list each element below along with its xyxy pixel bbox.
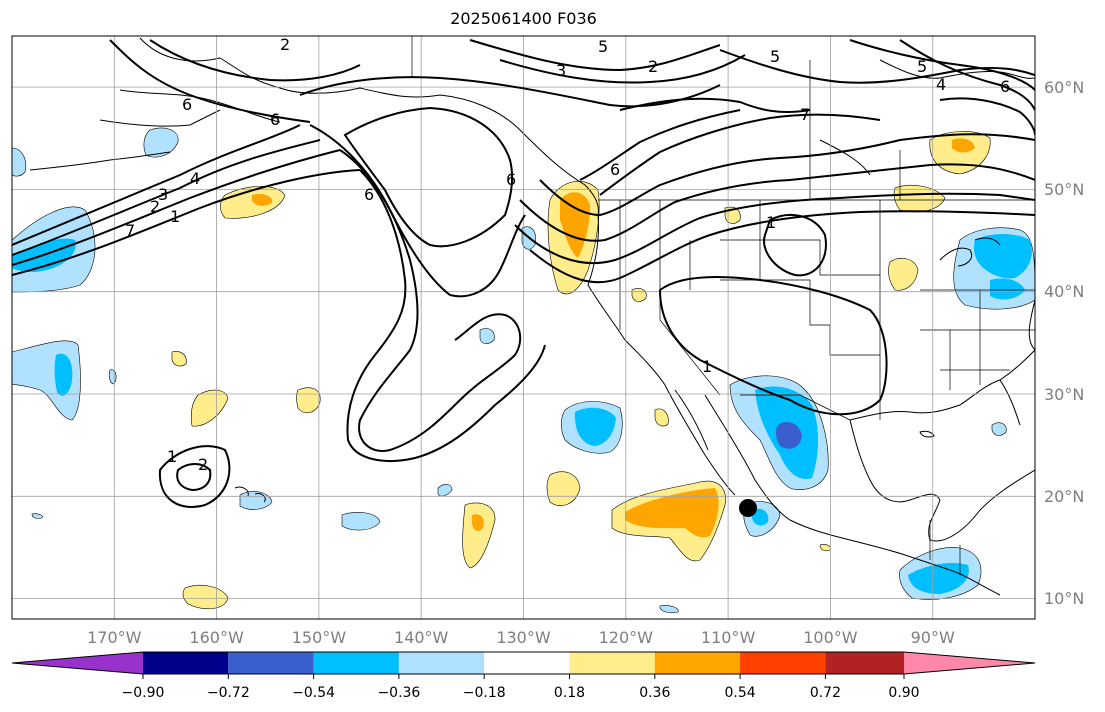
contour-label: 7 [800, 105, 810, 124]
colorbar-extend-max [904, 652, 1035, 674]
contour-label: 6 [610, 160, 620, 179]
political-borders [411, 36, 1035, 575]
lat-tick-label: 40°N [1044, 282, 1084, 301]
contour-label: 2 [280, 35, 290, 54]
gridlines [12, 36, 1035, 619]
lon-tick-label: 100°W [803, 628, 858, 647]
colorbar-bin [484, 652, 570, 674]
colorbar-bin [228, 652, 314, 674]
lon-tick-label: 150°W [292, 628, 347, 647]
contour-label: 6 [270, 110, 280, 129]
colorbar-bin [569, 652, 655, 674]
colorbar-tick-label: 0.36 [639, 685, 670, 701]
contour-label: 3 [556, 61, 566, 80]
contour-label: 4 [190, 169, 200, 188]
contour-label: 4 [936, 75, 946, 94]
lon-tick-label: 110°W [701, 628, 756, 647]
contour-label: 1 [702, 357, 712, 376]
contour-label: 3 [158, 185, 168, 204]
location-marker [739, 499, 757, 517]
colorbar: −0.90 −0.72 −0.54 −0.36 −0.18 0.18 0.36 … [11, 651, 1036, 701]
colorbar-bin [398, 652, 485, 674]
lat-tick-label: 20°N [1044, 487, 1084, 506]
colorbar-tick-label: −0.18 [463, 685, 506, 701]
colorbar-bin [740, 652, 826, 674]
contour-label: 5 [598, 37, 608, 56]
contour-label: 2 [198, 455, 208, 474]
lon-tick-label: 170°W [87, 628, 142, 647]
contour-label: 6 [364, 185, 374, 204]
contour-label: 5 [917, 57, 927, 76]
contour-label: 2 [150, 197, 160, 216]
colorbar-tick-label: −0.36 [377, 685, 420, 701]
lat-tick-label: 30°N [1044, 385, 1084, 404]
contour-label: 6 [182, 95, 192, 114]
colorbar-tick-label: 0.18 [554, 685, 585, 701]
colorbar-tick-label: 0.90 [888, 685, 919, 701]
lon-tick-label: 160°W [189, 628, 244, 647]
contour-label: 6 [506, 170, 516, 189]
colorbar-bin [825, 652, 904, 674]
lat-tick-label: 60°N [1044, 78, 1084, 97]
longitude-ticks: 170°W 160°W 150°W 140°W 130°W 120°W 110°… [87, 628, 955, 647]
colorbar-tick-label: −0.90 [122, 685, 165, 701]
lat-tick-label: 50°N [1044, 180, 1084, 199]
contour-lines [12, 39, 1035, 508]
latitude-ticks: 60°N 50°N 40°N 30°N 20°N 10°N [1044, 78, 1084, 608]
colorbar-tick-label: −0.72 [207, 685, 250, 701]
lon-tick-label: 130°W [496, 628, 551, 647]
colorbar-bin [143, 652, 229, 674]
colorbar-bin [654, 652, 741, 674]
contour-label: 7 [125, 221, 135, 240]
contour-label: 1 [167, 447, 177, 466]
contour-label: 6 [1000, 77, 1010, 96]
contour-label: 5 [770, 47, 780, 66]
colorbar-tick-label: 0.72 [810, 685, 841, 701]
lon-tick-label: 90°W [911, 628, 955, 647]
colorbar-extend-min [12, 652, 143, 674]
colorbar-tick-marks [142, 674, 905, 679]
contour-label: 1 [170, 207, 180, 226]
map-title: 2025061400 F036 [450, 9, 597, 28]
contour-labels: 2 6 5 3 2 5 5 4 6 6 7 6 4 3 2 1 7 6 6 1 … [125, 35, 1010, 474]
colorbar-tick-label: −0.54 [292, 685, 335, 701]
colorbar-bin [313, 652, 399, 674]
contour-label: 1 [766, 213, 776, 232]
colorbar-tick-label: 0.54 [725, 685, 756, 701]
lat-tick-label: 10°N [1044, 589, 1084, 608]
lon-tick-label: 120°W [599, 628, 654, 647]
map-border [11, 35, 1036, 620]
lon-tick-label: 140°W [394, 628, 449, 647]
contour-label: 2 [648, 57, 658, 76]
